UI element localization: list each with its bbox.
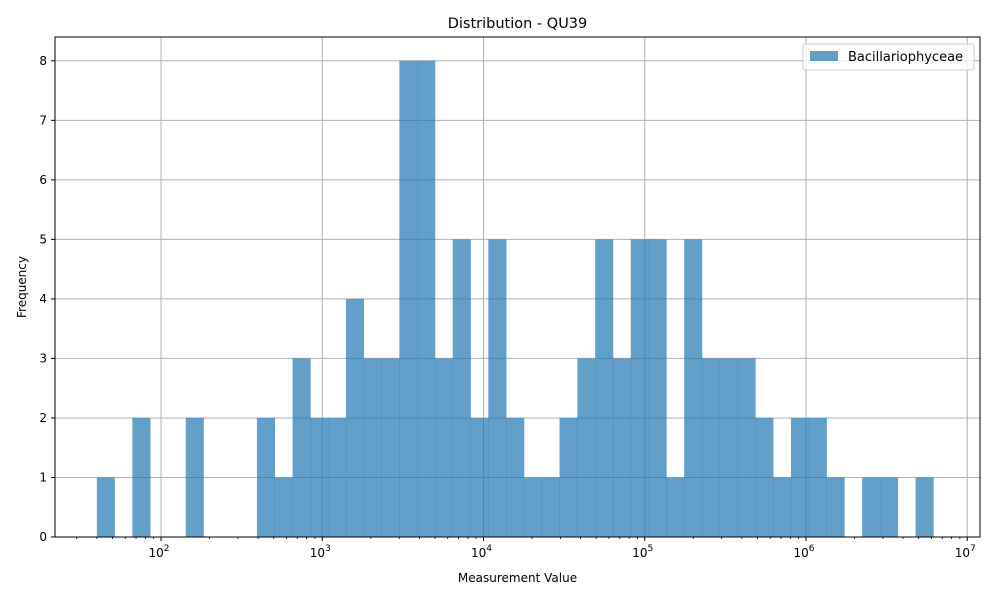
- histogram-bar: [328, 417, 347, 537]
- x-tick-label: 106: [793, 544, 814, 560]
- histogram-bar: [185, 417, 204, 537]
- y-tick-label: 1: [39, 470, 47, 484]
- y-tick-label: 3: [39, 351, 47, 365]
- x-tick-label: 107: [955, 544, 976, 560]
- axis-ticks: 0 1 2 3 4 5 6 7 8 102 103 104 105 106 107: [39, 54, 975, 560]
- histogram-bar: [577, 358, 596, 537]
- histogram-bar: [96, 477, 115, 537]
- histogram-bar: [417, 60, 436, 538]
- legend-swatch: [810, 51, 838, 61]
- histogram-bar: [862, 477, 881, 537]
- histogram-bars: [96, 60, 934, 538]
- x-tick-label: 104: [471, 544, 492, 560]
- chart-title: Distribution - QU39: [448, 16, 588, 32]
- y-axis-title: Frequency: [15, 256, 29, 318]
- histogram-bar: [363, 358, 382, 537]
- y-tick-label: 5: [39, 232, 47, 246]
- x-tick-label: 105: [632, 544, 653, 560]
- histogram-bar: [666, 477, 685, 537]
- histogram-bar: [310, 417, 329, 537]
- histogram-bar: [684, 239, 703, 537]
- histogram-bar: [630, 239, 649, 537]
- histogram-bar: [879, 477, 899, 537]
- y-tick-label: 4: [39, 292, 47, 306]
- histogram-bar: [648, 239, 667, 537]
- histogram-bar: [826, 477, 845, 537]
- histogram-bar: [470, 417, 489, 537]
- y-tick-label: 8: [39, 54, 47, 68]
- histogram-bar: [345, 298, 365, 537]
- grid-lines: [55, 37, 980, 538]
- y-tick-label: 7: [39, 113, 47, 127]
- y-tick-label: 0: [39, 530, 47, 544]
- histogram-bar: [612, 358, 632, 537]
- y-tick-label: 6: [39, 173, 47, 187]
- histogram-bar: [790, 417, 810, 537]
- histogram-bar: [488, 239, 507, 537]
- histogram-bar: [737, 358, 756, 537]
- histogram-bar: [719, 358, 738, 537]
- histogram-bar: [808, 417, 827, 537]
- histogram-bar: [523, 477, 543, 537]
- histogram-bar: [381, 358, 400, 537]
- y-tick-label: 2: [39, 411, 47, 425]
- histogram-bar: [399, 60, 418, 538]
- histogram-bar: [506, 417, 525, 537]
- plot-frame: [54, 36, 981, 538]
- x-tick-label: 102: [149, 544, 170, 560]
- histogram-bar: [755, 417, 774, 537]
- histogram-bar: [541, 477, 560, 537]
- histogram-bar: [132, 417, 151, 537]
- histogram-bar: [559, 417, 578, 537]
- legend: Bacillariophyceae: [802, 43, 975, 71]
- histogram-bar: [452, 239, 471, 537]
- histogram-bar: [434, 358, 454, 537]
- histogram-bar: [773, 477, 792, 537]
- x-tick-label: 103: [310, 544, 331, 560]
- histogram-bar: [701, 358, 721, 537]
- histogram-bar: [274, 477, 293, 537]
- x-axis-title: Measurement Value: [458, 571, 577, 585]
- legend-label: Bacillariophyceae: [848, 50, 963, 65]
- histogram-bar: [915, 477, 934, 537]
- histogram-bar: [292, 358, 311, 537]
- histogram-bar: [595, 239, 614, 537]
- histogram-bar: [256, 417, 276, 537]
- legend-box: [802, 43, 975, 71]
